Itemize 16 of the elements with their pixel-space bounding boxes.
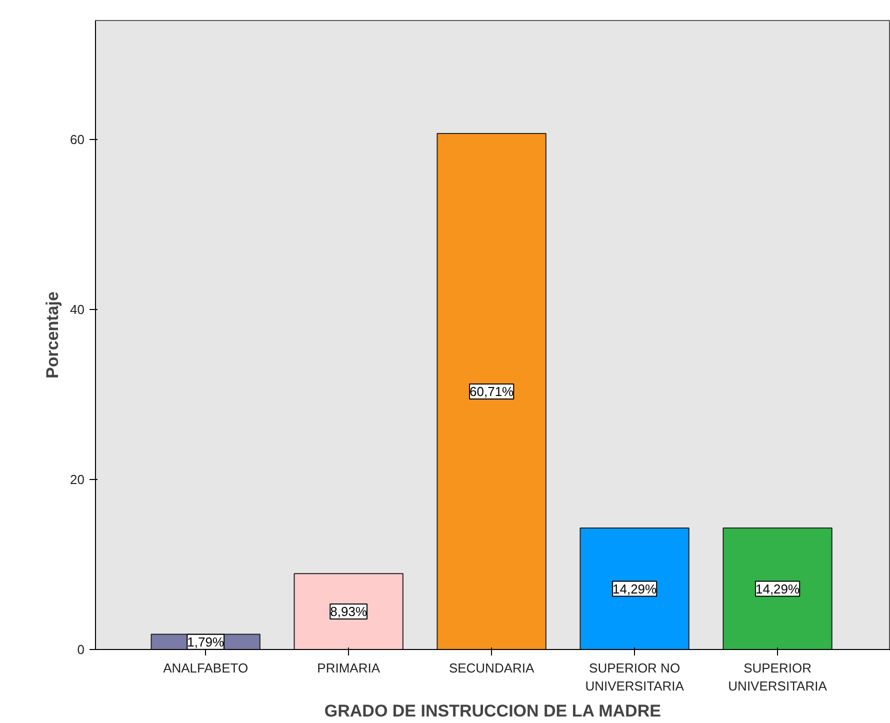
bar <box>294 573 404 650</box>
bar <box>722 528 832 650</box>
x-tick-label: SECUNDARIA <box>448 660 535 676</box>
y-tick-label: 20 <box>70 472 85 487</box>
bar <box>436 132 546 650</box>
bar <box>580 528 690 650</box>
x-tick-label: PRIMARIA <box>317 660 380 676</box>
data-label: 8,93% <box>330 604 368 620</box>
y-tick-label: 60 <box>70 132 85 147</box>
y-axis-title: Porcentaje <box>43 292 62 378</box>
y-tick-label: 40 <box>70 302 85 317</box>
x-tick-label: SUPERIOR UNIVERSITARIA <box>728 660 828 694</box>
y-tick-label: 0 <box>77 642 85 657</box>
x-axis-title: GRADO DE INSTRUCCION DE LA MADRE <box>324 702 661 720</box>
x-tick-label: SUPERIOR NO UNIVERSITARIA <box>585 660 684 694</box>
x-tick-label: ANALFABETO <box>163 660 248 676</box>
